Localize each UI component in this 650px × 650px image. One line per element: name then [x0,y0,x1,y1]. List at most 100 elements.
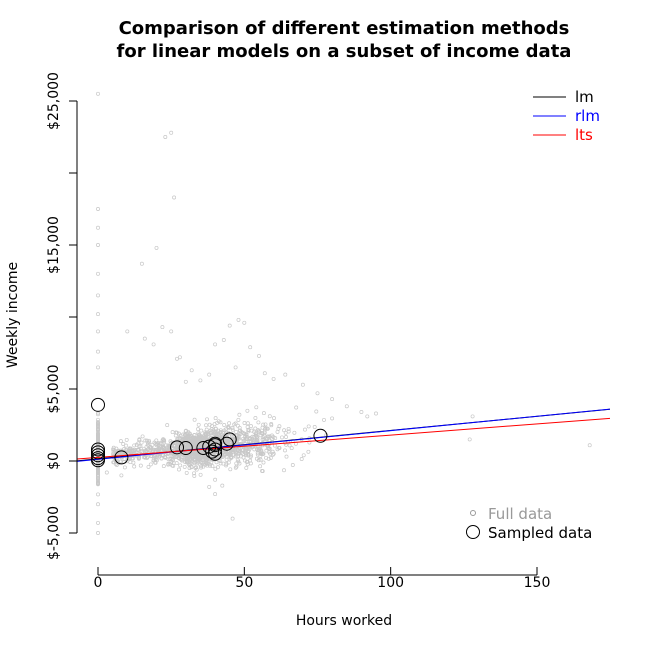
full-data-point [264,455,268,460]
full-data-point [184,435,188,440]
full-data-point [255,439,260,444]
full-data-point [222,428,227,433]
full-data-point [261,437,266,441]
full-data-point [197,432,202,437]
full-data-point [162,445,166,450]
full-data-point [330,397,335,402]
full-data-point [111,460,116,465]
full-data-point [260,468,264,473]
full-data-point [255,452,260,457]
full-data-point [359,410,364,414]
full-data-point [289,446,294,451]
full-data-point [255,436,260,441]
full-data-point [124,443,128,448]
full-data-point [182,464,187,469]
full-data-point [173,441,178,446]
full-data-point [146,446,151,451]
full-data-point [246,428,251,433]
full-data-point [300,382,305,387]
full-data-point [154,438,159,443]
full-data-point [245,408,250,413]
full-data-point [207,484,212,489]
full-data-point [144,438,149,443]
full-data-point [96,207,100,211]
full-data-point [184,470,189,475]
full-data-point [176,441,181,446]
x-axis-label: Hours worked [296,613,392,629]
full-data-point [190,455,195,460]
y-tick-label: $15,000 [46,216,62,274]
full-data-point [178,463,183,468]
full-data-point [244,465,249,470]
full-data-point [282,428,287,433]
full-data-point [111,450,116,454]
full-data-point [142,336,147,341]
full-data-point [225,424,230,429]
full-data-point [163,454,167,459]
full-data-point [236,317,241,322]
full-data-point [175,356,179,361]
full-data-point [258,457,263,462]
full-data-point [177,467,181,472]
full-data-point [198,462,203,467]
full-data-point [161,464,166,469]
full-data-point [121,442,126,446]
full-data-point [154,245,159,250]
full-data-point [237,436,241,441]
full-data-point [151,455,156,460]
full-data-point [96,469,100,474]
full-data-point [218,461,223,466]
full-data-point [96,365,100,370]
full-data-point [374,411,378,416]
legend-label-lm: lm [575,88,594,106]
full-data-point [194,467,199,472]
full-data-point [312,425,317,429]
full-data-point [185,459,190,464]
full-data-point [96,480,100,485]
legend-symbol-sampled-data [466,525,480,539]
y-tick-label: $25,000 [46,72,62,130]
full-data-point [256,458,261,463]
full-data-point [253,444,258,449]
full-data-point [261,422,266,427]
full-data-point [122,447,126,452]
full-data-point [204,461,209,466]
full-data-point [237,461,242,466]
full-data-point [96,470,100,475]
full-data-point [188,436,193,441]
full-data-point [227,421,232,426]
sampled-data-point [219,436,234,451]
full-data-point [264,443,269,448]
full-data-point [142,455,146,460]
legend-symbol-full-data [470,510,476,516]
full-data-point [177,437,182,441]
y-tick-label: $5,000 [46,365,62,414]
full-data-point [181,453,186,458]
full-data-point [227,323,232,328]
full-data-point [306,449,311,454]
full-data-point [207,372,212,377]
sampled-data-point [178,441,193,456]
full-data-point [135,447,140,452]
full-data-point [255,448,260,452]
full-data-point [243,446,248,451]
full-data-point [136,456,141,461]
full-data-point [196,456,201,461]
legend-label-rlm: rlm [575,107,600,125]
full-data-point [314,409,319,414]
full-data-point [192,473,197,478]
full-data-point [96,502,100,507]
full-data-point [189,434,194,439]
full-data-point [196,422,201,427]
full-data-point [111,445,116,450]
full-data-point [96,312,100,317]
full-data-point [119,473,124,478]
full-data-point [233,454,238,459]
full-data-point [282,468,286,473]
full-data-point [290,463,295,467]
full-data-point [244,432,249,437]
full-data-point [231,449,236,454]
full-data-point [254,405,259,410]
full-data-point [235,457,240,462]
